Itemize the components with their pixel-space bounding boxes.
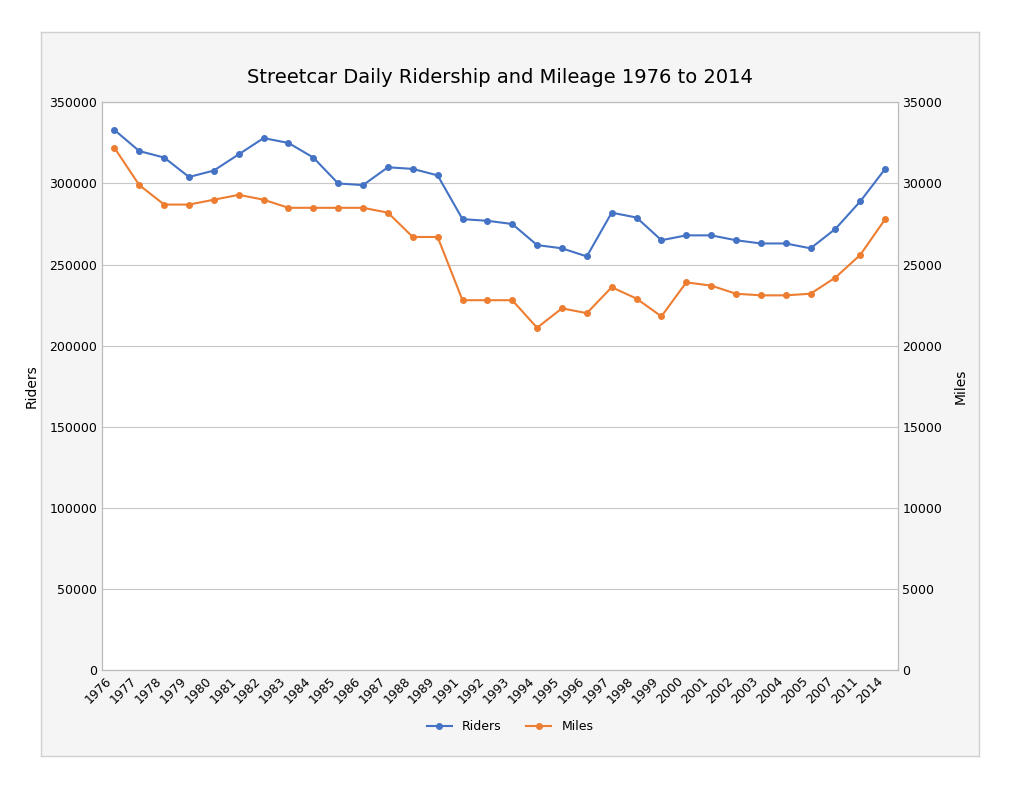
Line: Miles: Miles bbox=[111, 145, 888, 330]
Miles bbox=[455, 296, 468, 305]
Riders bbox=[605, 208, 618, 217]
Miles bbox=[580, 308, 592, 318]
Legend: Riders, Miles: Riders, Miles bbox=[421, 716, 598, 738]
Riders bbox=[481, 216, 493, 225]
Riders bbox=[208, 165, 220, 175]
Miles bbox=[704, 281, 716, 290]
Riders bbox=[754, 239, 766, 248]
Riders bbox=[455, 214, 468, 224]
Y-axis label: Miles: Miles bbox=[953, 369, 966, 403]
Miles bbox=[754, 291, 766, 300]
Title: Streetcar Daily Ridership and Mileage 1976 to 2014: Streetcar Daily Ridership and Mileage 19… bbox=[247, 68, 752, 87]
Riders bbox=[704, 231, 716, 240]
Y-axis label: Riders: Riders bbox=[24, 364, 38, 408]
Riders bbox=[158, 153, 170, 162]
Riders bbox=[381, 162, 393, 172]
Miles bbox=[108, 143, 120, 153]
Riders bbox=[332, 179, 344, 188]
Miles bbox=[208, 195, 220, 204]
Riders bbox=[182, 173, 195, 182]
Miles bbox=[555, 303, 568, 313]
Riders bbox=[654, 236, 666, 245]
Riders bbox=[531, 240, 543, 250]
Riders bbox=[357, 180, 369, 190]
Miles bbox=[680, 277, 692, 287]
Miles bbox=[878, 214, 891, 224]
Miles bbox=[381, 208, 393, 217]
Riders bbox=[505, 219, 518, 229]
Riders bbox=[108, 125, 120, 135]
Miles bbox=[605, 283, 618, 292]
Riders bbox=[282, 138, 294, 147]
Miles bbox=[853, 250, 865, 259]
Miles bbox=[182, 200, 195, 210]
Miles bbox=[828, 273, 841, 282]
Miles bbox=[133, 180, 146, 190]
Miles bbox=[158, 200, 170, 210]
Miles bbox=[505, 296, 518, 305]
Riders bbox=[828, 224, 841, 233]
Riders bbox=[779, 239, 791, 248]
Miles bbox=[730, 289, 742, 299]
Riders bbox=[853, 196, 865, 206]
Riders bbox=[133, 147, 146, 156]
Miles bbox=[654, 312, 666, 322]
Miles bbox=[257, 195, 269, 204]
Miles bbox=[531, 323, 543, 333]
Miles bbox=[481, 296, 493, 305]
Miles bbox=[307, 203, 319, 213]
Riders bbox=[431, 171, 443, 180]
Miles bbox=[332, 203, 344, 213]
Riders bbox=[232, 150, 245, 159]
Riders bbox=[878, 164, 891, 173]
Line: Riders: Riders bbox=[111, 127, 888, 259]
Riders bbox=[680, 231, 692, 240]
Miles bbox=[779, 291, 791, 300]
Riders bbox=[407, 164, 419, 173]
Riders bbox=[804, 243, 816, 253]
Riders bbox=[730, 236, 742, 245]
Miles bbox=[357, 203, 369, 213]
Riders bbox=[630, 213, 642, 222]
Miles bbox=[407, 232, 419, 242]
Riders bbox=[257, 133, 269, 143]
Miles bbox=[630, 294, 642, 303]
Riders bbox=[307, 153, 319, 162]
Riders bbox=[580, 251, 592, 261]
Miles bbox=[804, 289, 816, 299]
Miles bbox=[282, 203, 294, 213]
Miles bbox=[232, 190, 245, 199]
Riders bbox=[555, 243, 568, 253]
Miles bbox=[431, 232, 443, 242]
